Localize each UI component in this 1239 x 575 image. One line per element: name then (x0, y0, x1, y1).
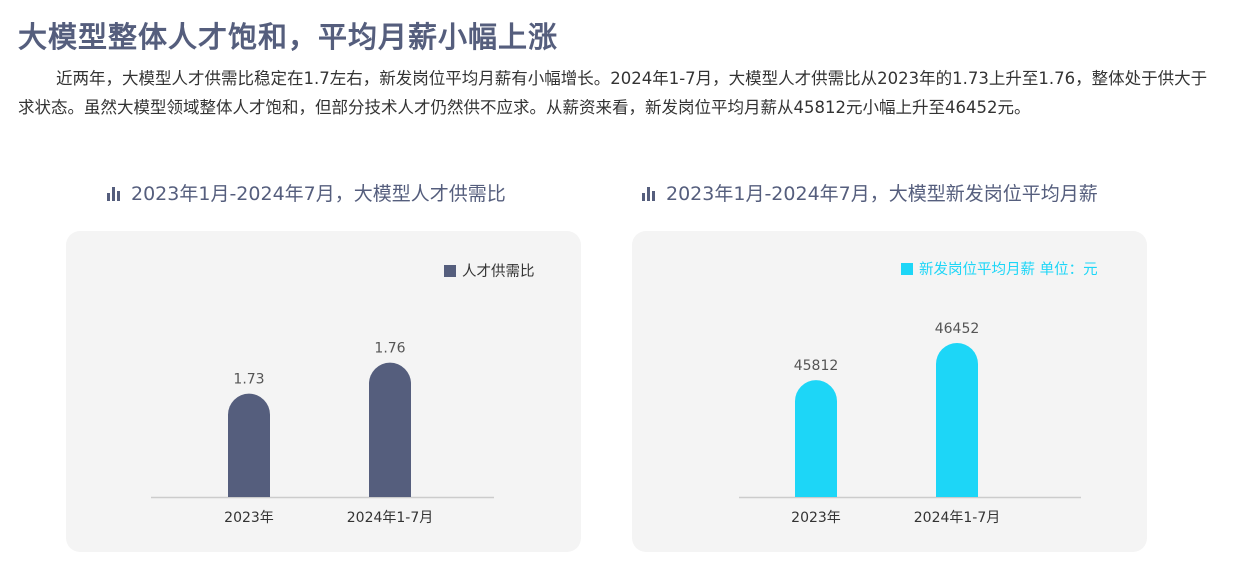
chart1-bar (228, 393, 270, 497)
chart1-legend-swatch (444, 264, 456, 277)
chart2-title: 2023年1月-2024年7月，大模型新发岗位平均月薪 (666, 183, 1098, 205)
chart2-card: 新发岗位平均月薪 单位：元 45812 2023年 46452 2024年1-7月 (632, 231, 1147, 552)
chart2-category-label: 2024年1-7月 (914, 510, 1001, 526)
chart1-category-label: 2024年1-7月 (347, 510, 434, 526)
chart1-legend-label: 人才供需比 (462, 264, 535, 280)
chart1-value-label: 1.73 (233, 372, 264, 388)
summary-text: 近两年，大模型人才供需比稳定在1.7左右，新发岗位平均月薪有小幅增长。2024年… (18, 69, 1208, 117)
page-title: 大模型整体人才饱和，平均月薪小幅上涨 (18, 20, 559, 54)
chart1-value-label: 1.76 (374, 341, 405, 357)
bar-chart-icon (642, 186, 655, 201)
chart2-category-label: 2023年 (791, 510, 841, 526)
chart1-heading: 2023年1月-2024年7月，大模型人才供需比 (106, 179, 506, 206)
chart2-plot: 45812 2023年 46452 2024年1-7月 (739, 321, 1081, 526)
bar-chart-icon (107, 186, 120, 201)
chart1-plot: 1.73 2023年 1.76 2024年1-7月 (151, 341, 494, 526)
chart2-value-label: 46452 (935, 321, 980, 337)
chart2-bar (936, 343, 978, 497)
chart2-value-label: 45812 (794, 358, 839, 374)
chart1-legend: 人才供需比 (444, 260, 535, 281)
chart1-bar (369, 362, 411, 497)
chart2-legend: 新发岗位平均月薪 单位：元 (901, 258, 1098, 279)
chart2-legend-label: 新发岗位平均月薪 单位：元 (919, 262, 1098, 278)
chart1-card: 人才供需比 1.73 2023年 1.76 2024年1-7月 (66, 231, 581, 552)
summary-paragraph: 近两年，大模型人才供需比稳定在1.7左右，新发岗位平均月薪有小幅增长。2024年… (18, 64, 1223, 122)
chart2-bar (795, 380, 837, 497)
chart2-heading: 2023年1月-2024年7月，大模型新发岗位平均月薪 (641, 179, 1098, 206)
chart2-legend-swatch (901, 262, 913, 275)
chart1-title: 2023年1月-2024年7月，大模型人才供需比 (131, 183, 506, 205)
chart1-category-label: 2023年 (224, 510, 274, 526)
